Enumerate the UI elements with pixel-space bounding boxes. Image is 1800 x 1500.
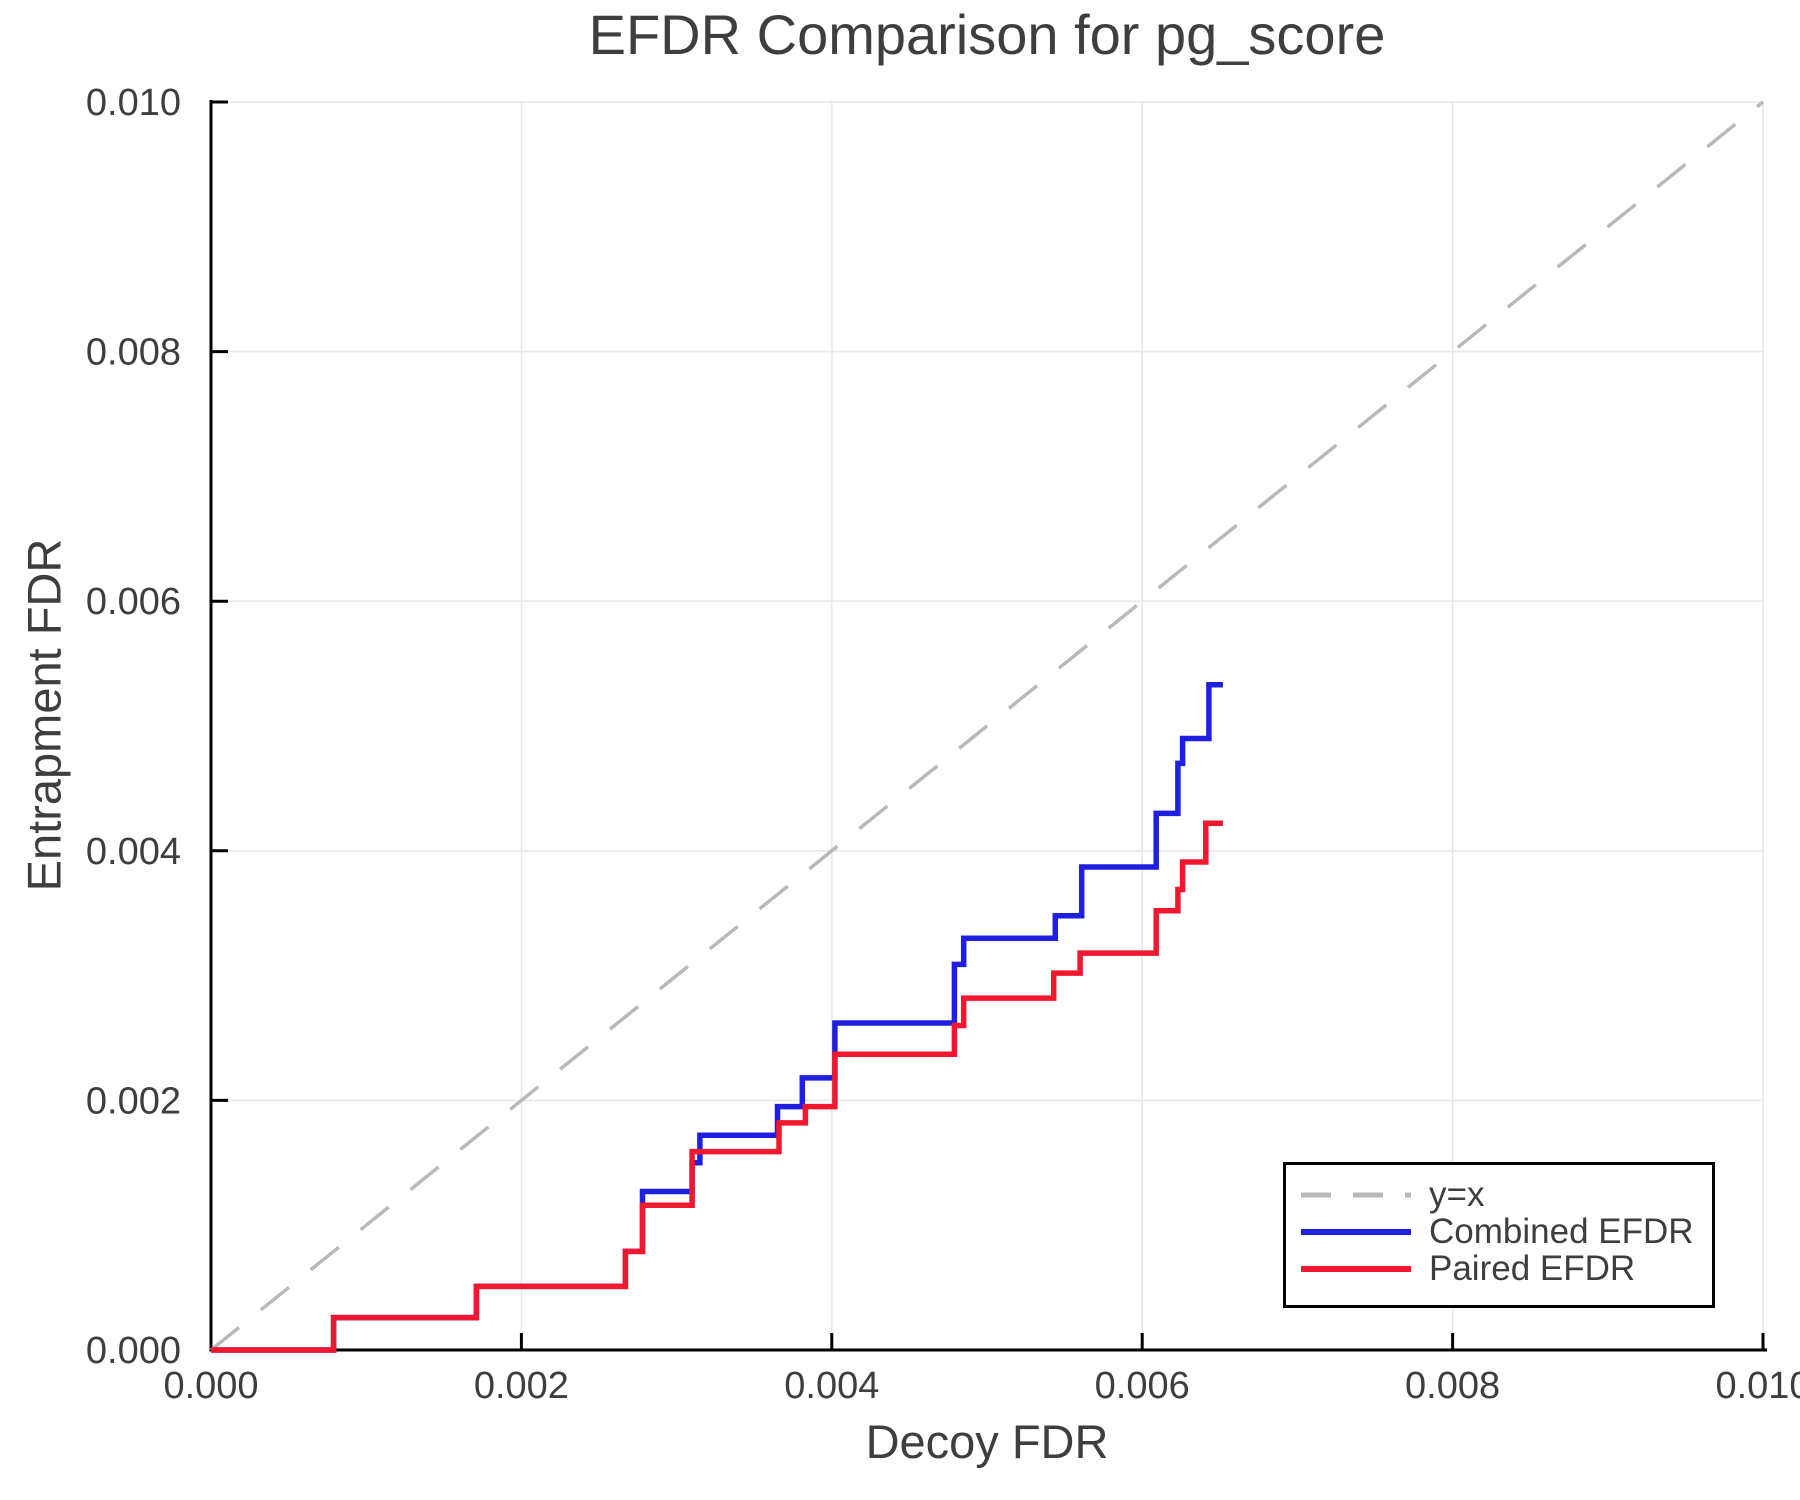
y-tick-label: 0.002 — [86, 1080, 181, 1122]
x-tick-label: 0.010 — [1715, 1365, 1800, 1407]
series-line-combined-efdr — [211, 682, 1223, 1353]
y-tick-label: 0.004 — [86, 831, 181, 873]
legend: y=x Combined EFDR Paired EFDR — [1283, 1162, 1715, 1308]
x-tick-label: 0.002 — [474, 1365, 569, 1407]
y-tick-label: 0.008 — [86, 332, 181, 374]
y-tick-label: 0.006 — [86, 581, 181, 623]
dashed-line-icon — [1301, 1192, 1411, 1197]
data-series — [209, 100, 1765, 1353]
solid-line-icon — [1301, 1228, 1411, 1235]
gridlines — [211, 101, 1764, 1350]
axes-spines — [209, 100, 1767, 1352]
solid-line-icon — [1301, 1265, 1411, 1272]
legend-entry-paired-efdr: Paired EFDR — [1286, 1250, 1712, 1287]
y-tick-label: 0.010 — [86, 82, 181, 124]
series-line-y-x — [209, 100, 1765, 1352]
legend-entry-combined-efdr: Combined EFDR — [1286, 1213, 1712, 1250]
legend-entry-yx: y=x — [1286, 1176, 1712, 1213]
x-tick-label: 0.008 — [1405, 1365, 1500, 1407]
legend-label-paired-efdr: Paired EFDR — [1429, 1249, 1636, 1288]
x-tick-label: 0.006 — [1095, 1365, 1190, 1407]
y-tick-label: 0.000 — [86, 1330, 181, 1372]
legend-label-combined-efdr: Combined EFDR — [1429, 1212, 1694, 1251]
x-tick-label: 0.004 — [784, 1365, 879, 1407]
tick-labels: 0.000 0.002 0.004 0.006 0.008 0.010 0.000 0.002… — [86, 82, 1800, 1407]
x-tick-label: 0.000 — [163, 1365, 258, 1407]
x-axis-label: Decoy FDR — [865, 1415, 1109, 1468]
y-axis-label: Entrapment FDR — [17, 538, 71, 892]
chart-title: EFDR Comparison for pg_score — [588, 3, 1386, 66]
series-line-paired-efdr — [211, 820, 1223, 1353]
legend-label-yx: y=x — [1429, 1175, 1485, 1214]
